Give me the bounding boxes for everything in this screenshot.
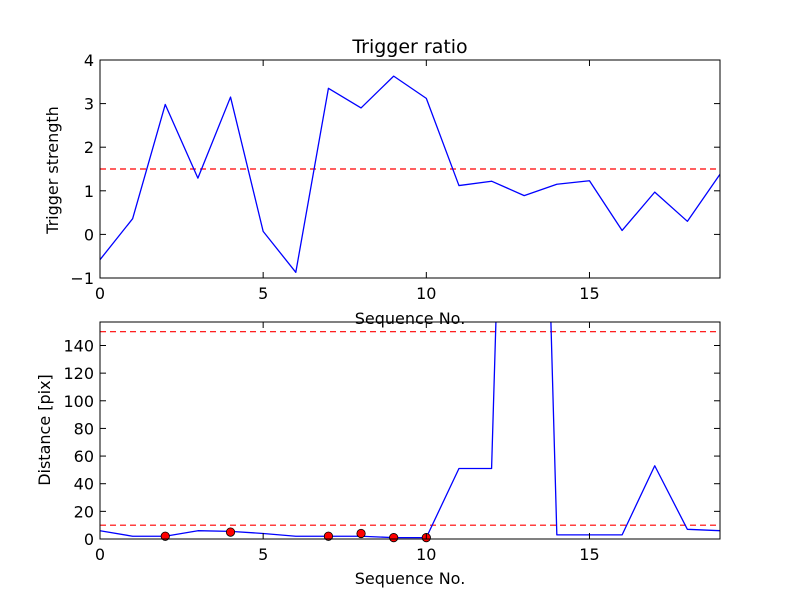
top-ytick-label: 4 [84, 51, 94, 70]
bottom-xtick-label: 5 [258, 545, 268, 564]
top-series-line-0 [100, 75, 720, 273]
bottom-ytick-label: 20 [74, 502, 94, 521]
bottom-xtick-label: 0 [95, 545, 105, 564]
bottom-marker-point [225, 527, 236, 537]
bottom-ytick-label: 120 [63, 364, 94, 383]
top-chart-title: Trigger ratio [351, 36, 467, 58]
bottom-marker-point [389, 533, 399, 543]
bottom-ytick-label: 0 [84, 530, 94, 549]
bottom-chart-xlabel: Sequence No. [355, 569, 466, 588]
top-ytick-label: 2 [84, 138, 94, 157]
top-chart-xlabel: Sequence No. [355, 309, 466, 328]
bottom-ytick-label: 40 [74, 475, 94, 494]
top-chart: Trigger ratio Sequence No. Trigger stren… [43, 36, 721, 328]
bottom-ytick-label: 80 [74, 419, 94, 438]
top-ytick-label: 0 [84, 225, 94, 244]
bottom-ytick-label: 60 [74, 447, 94, 466]
top-chart-ylabel: Trigger strength [43, 106, 62, 235]
bottom-marker-point [323, 531, 334, 541]
bottom-plot-frame [99, 321, 721, 540]
bottom-chart-ylabel: Distance [pix] [35, 374, 54, 486]
top-ytick-label: −1 [70, 269, 94, 288]
top-ytick-label: 3 [84, 95, 94, 114]
top-plot-frame [99, 59, 721, 279]
bottom-marker-point [356, 528, 366, 539]
bottom-marker-point [160, 531, 170, 541]
top-xtick-label: 0 [95, 284, 105, 303]
bottom-series-line-0 [100, 322, 720, 539]
top-ytick-label: 1 [84, 182, 94, 201]
bottom-ytick-label: 100 [63, 392, 94, 411]
top-xtick-label: 15 [579, 284, 599, 303]
bottom-xtick-label: 10 [416, 545, 436, 564]
bottom-xtick-label: 15 [579, 545, 599, 564]
bottom-chart: Sequence No. Distance [pix] 0 5 10 15 0 20 40 6… [35, 321, 721, 588]
top-xtick-label: 5 [258, 284, 268, 303]
top-xtick-label: 10 [416, 284, 436, 303]
bottom-ytick-label: 140 [63, 336, 94, 355]
